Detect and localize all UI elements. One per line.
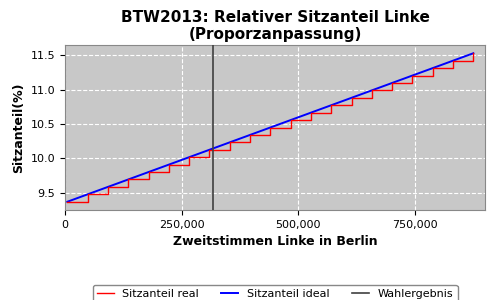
Sitzanteil ideal bbox=[388, 82, 394, 85]
Sitzanteil real bbox=[328, 111, 334, 114]
Sitzanteil real bbox=[470, 52, 476, 55]
Sitzanteil ideal bbox=[470, 52, 476, 55]
Sitzanteil ideal bbox=[64, 200, 70, 203]
Line: Sitzanteil ideal: Sitzanteil ideal bbox=[68, 53, 474, 202]
Sitzanteil real bbox=[206, 148, 212, 152]
X-axis label: Zweitstimmen Linke in Berlin: Zweitstimmen Linke in Berlin bbox=[172, 235, 378, 248]
Legend: Sitzanteil real, Sitzanteil ideal, Wahlergebnis: Sitzanteil real, Sitzanteil ideal, Wahle… bbox=[92, 285, 458, 300]
Sitzanteil ideal bbox=[228, 140, 234, 143]
Y-axis label: Sitzanteil(%): Sitzanteil(%) bbox=[12, 82, 25, 173]
Sitzanteil ideal bbox=[106, 185, 112, 188]
Title: BTW2013: Relativer Sitzanteil Linke
(Proporzanpassung): BTW2013: Relativer Sitzanteil Linke (Pro… bbox=[120, 10, 430, 42]
Sitzanteil real bbox=[166, 163, 172, 166]
Sitzanteil real bbox=[206, 155, 212, 159]
Sitzanteil real bbox=[64, 200, 70, 203]
Line: Sitzanteil real: Sitzanteil real bbox=[68, 53, 474, 202]
Sitzanteil ideal bbox=[381, 84, 387, 88]
Sitzanteil ideal bbox=[343, 98, 349, 102]
Sitzanteil ideal bbox=[243, 134, 249, 138]
Sitzanteil real bbox=[186, 155, 192, 159]
Sitzanteil real bbox=[146, 178, 152, 181]
